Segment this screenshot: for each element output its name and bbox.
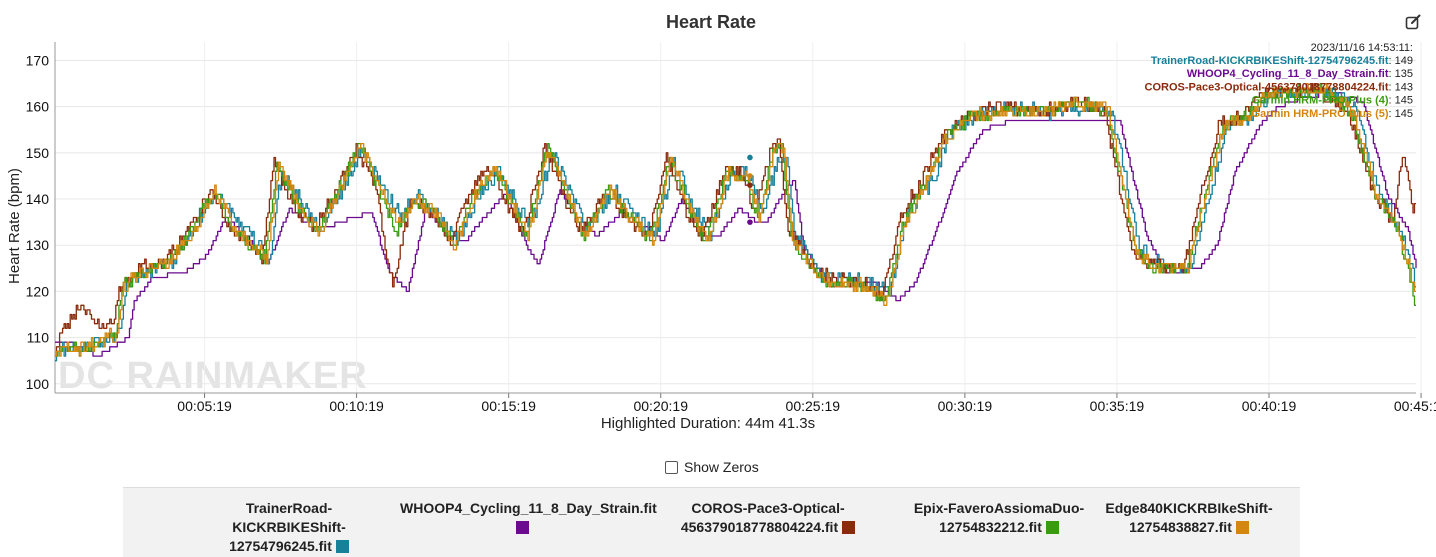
y-tick-label: 100 — [26, 376, 50, 392]
x-tick-label: 00:05:19 — [177, 398, 232, 414]
x-tick-label: 00:35:19 — [1090, 398, 1145, 414]
x-tick-label: 00:30:19 — [938, 398, 993, 414]
legend-label-text: COROS-Pace3-Optical- — [691, 500, 845, 516]
tooltip-entry-value: : 149 — [1389, 55, 1413, 67]
legend-swatch — [1235, 521, 1249, 534]
x-tick-label: 00:10:19 — [329, 398, 384, 414]
legend-label-text: 12754838827.fit — [1129, 519, 1232, 535]
tooltip-entry-name: Garmin HRM-PRO Plus (4) — [1252, 95, 1389, 107]
legend-label-line: 12754832212.fit — [879, 518, 1119, 537]
x-tick-label: 00:20:19 — [633, 398, 688, 414]
tooltip-entry-value: : 143 — [1389, 81, 1413, 93]
show-zeros-checkbox[interactable] — [665, 460, 678, 474]
legend-label-text: 456379018778804224.fit — [680, 519, 839, 535]
tooltip-entry: TrainerRoad-KICKRBIKEShift-12754796245.f… — [1151, 55, 1413, 67]
y-tick-label: 110 — [27, 330, 50, 346]
tooltip-markers — [747, 154, 753, 225]
tooltip-entry: Garmin HRM-PRO Plus (5): 145 — [1252, 108, 1413, 120]
y-tick-label: 120 — [26, 283, 50, 299]
tooltip-marker — [747, 173, 753, 179]
series-line-3[interactable] — [55, 82, 1416, 357]
tooltip-time: 2023/11/16 14:53:11: — [1311, 42, 1413, 54]
legend-item-2[interactable]: WHOOP4_Cycling_11_8_Day_Strain.fit — [400, 499, 657, 537]
axes: 100 110 120 130 140 150 160 170 00:05:19 00:10:19… — [26, 42, 1436, 414]
legend-label-text: 12754796245.fit — [229, 538, 332, 554]
legend-swatch — [842, 521, 856, 534]
legend-label-text: Edge840KICKRBIkeShift- — [1105, 500, 1273, 516]
y-tick-label: 160 — [26, 99, 50, 115]
legend-label-line: COROS-Pace3-Optical- — [648, 499, 888, 518]
chart-title: Heart Rate — [666, 12, 756, 32]
tooltip-entry-name: WHOOP4_Cycling_11_8_Day_Strain.fit — [1187, 68, 1389, 80]
legend-label-line: TrainerRoad- — [169, 499, 409, 518]
legend-item-1[interactable]: TrainerRoad- KICKRBIKEShift- 12754796245.f… — [169, 499, 409, 556]
x-axis-label: Highlighted Duration: 44m 41.3s — [601, 415, 815, 432]
legend-label-text: Epix-FaveroAssiomaDuo- — [913, 500, 1085, 516]
tooltip-entry: COROS-Pace3-Optical-456379018778804224.f… — [1145, 81, 1413, 93]
legend-item-3[interactable]: COROS-Pace3-Optical- 456379018778804224.f… — [648, 499, 888, 537]
legend-item-4[interactable]: Epix-FaveroAssiomaDuo- 12754832212.fit — [879, 499, 1119, 537]
tooltip-marker — [747, 182, 753, 188]
y-tick-label: 150 — [26, 145, 50, 161]
tooltip-marker — [747, 154, 753, 161]
series-line-4[interactable] — [55, 82, 1416, 357]
series-line-1[interactable] — [55, 82, 1416, 362]
legend-swatch — [515, 521, 529, 534]
legend-swatch — [335, 540, 349, 553]
legend-label-line: Epix-FaveroAssiomaDuo- — [879, 499, 1119, 518]
tooltip-entry: Garmin HRM-PRO Plus (4): 145 — [1252, 95, 1413, 107]
legend-label-line: 456379018778804224.fit — [648, 518, 888, 537]
y-tick-label: 140 — [26, 191, 50, 207]
legend-swatch — [1045, 521, 1059, 534]
edit-icon[interactable] — [1405, 14, 1421, 30]
legend-item-5[interactable]: Edge840KICKRBIkeShift- 12754838827.fit — [1069, 499, 1309, 537]
legend-label-line: KICKRBIKEShift- — [169, 518, 409, 537]
x-tick-label: 00:40:19 — [1242, 398, 1297, 414]
legend-label-line: 12754796245.fit — [169, 537, 409, 556]
tooltip-entry: WHOOP4_Cycling_11_8_Day_Strain.fit: 135 — [1187, 68, 1413, 80]
hover-tooltip: 2023/11/16 14:53:11: TrainerRoad-KICKRBI… — [1145, 42, 1413, 120]
legend-label-text: TrainerRoad- — [245, 500, 333, 516]
y-tick-label: 170 — [26, 52, 50, 68]
legend-label-text: WHOOP4_Cycling_11_8_Day_Strain.fit — [400, 500, 657, 516]
x-tick-label: 00:45:19 — [1394, 398, 1436, 414]
tooltip-entry-value: : 145 — [1389, 108, 1413, 120]
legend-label-text: KICKRBIKEShift- — [232, 519, 346, 535]
legend-label-line: WHOOP4_Cycling_11_8_Day_Strain.fit — [400, 499, 657, 537]
tooltip-marker — [747, 219, 753, 225]
x-tick-label: 00:25:19 — [786, 398, 841, 414]
series-layer[interactable] — [55, 82, 1417, 362]
tooltip-entry-name: COROS-Pace3-Optical-456379018778804224.f… — [1145, 81, 1389, 93]
y-axis-label: Heart Rate (bpm) — [6, 168, 23, 284]
watermark: DC RAINMAKER — [58, 355, 368, 397]
show-zeros-label: Show Zeros — [684, 459, 759, 475]
tooltip-entry-name: Garmin HRM-PRO Plus (5) — [1252, 108, 1389, 120]
x-tick-label: 00:15:19 — [481, 398, 536, 414]
grid — [55, 42, 1422, 393]
series-line-2[interactable] — [55, 92, 1417, 357]
legend-label-text: 12754832212.fit — [939, 519, 1042, 535]
tooltip-entry-value: : 145 — [1389, 95, 1413, 107]
y-tick-label: 130 — [26, 237, 50, 253]
tooltip-entry-name: TrainerRoad-KICKRBIKEShift-12754796245.f… — [1151, 55, 1389, 67]
series-line-5[interactable] — [55, 82, 1416, 357]
legend-label-line: 12754838827.fit — [1069, 518, 1309, 537]
show-zeros-toggle[interactable]: Show Zeros — [665, 459, 759, 475]
tooltip-entry-value: : 135 — [1389, 68, 1413, 80]
legend-label-line: Edge840KICKRBIkeShift- — [1069, 499, 1309, 518]
legend: TrainerRoad- KICKRBIKEShift- 12754796245.f… — [123, 487, 1300, 557]
